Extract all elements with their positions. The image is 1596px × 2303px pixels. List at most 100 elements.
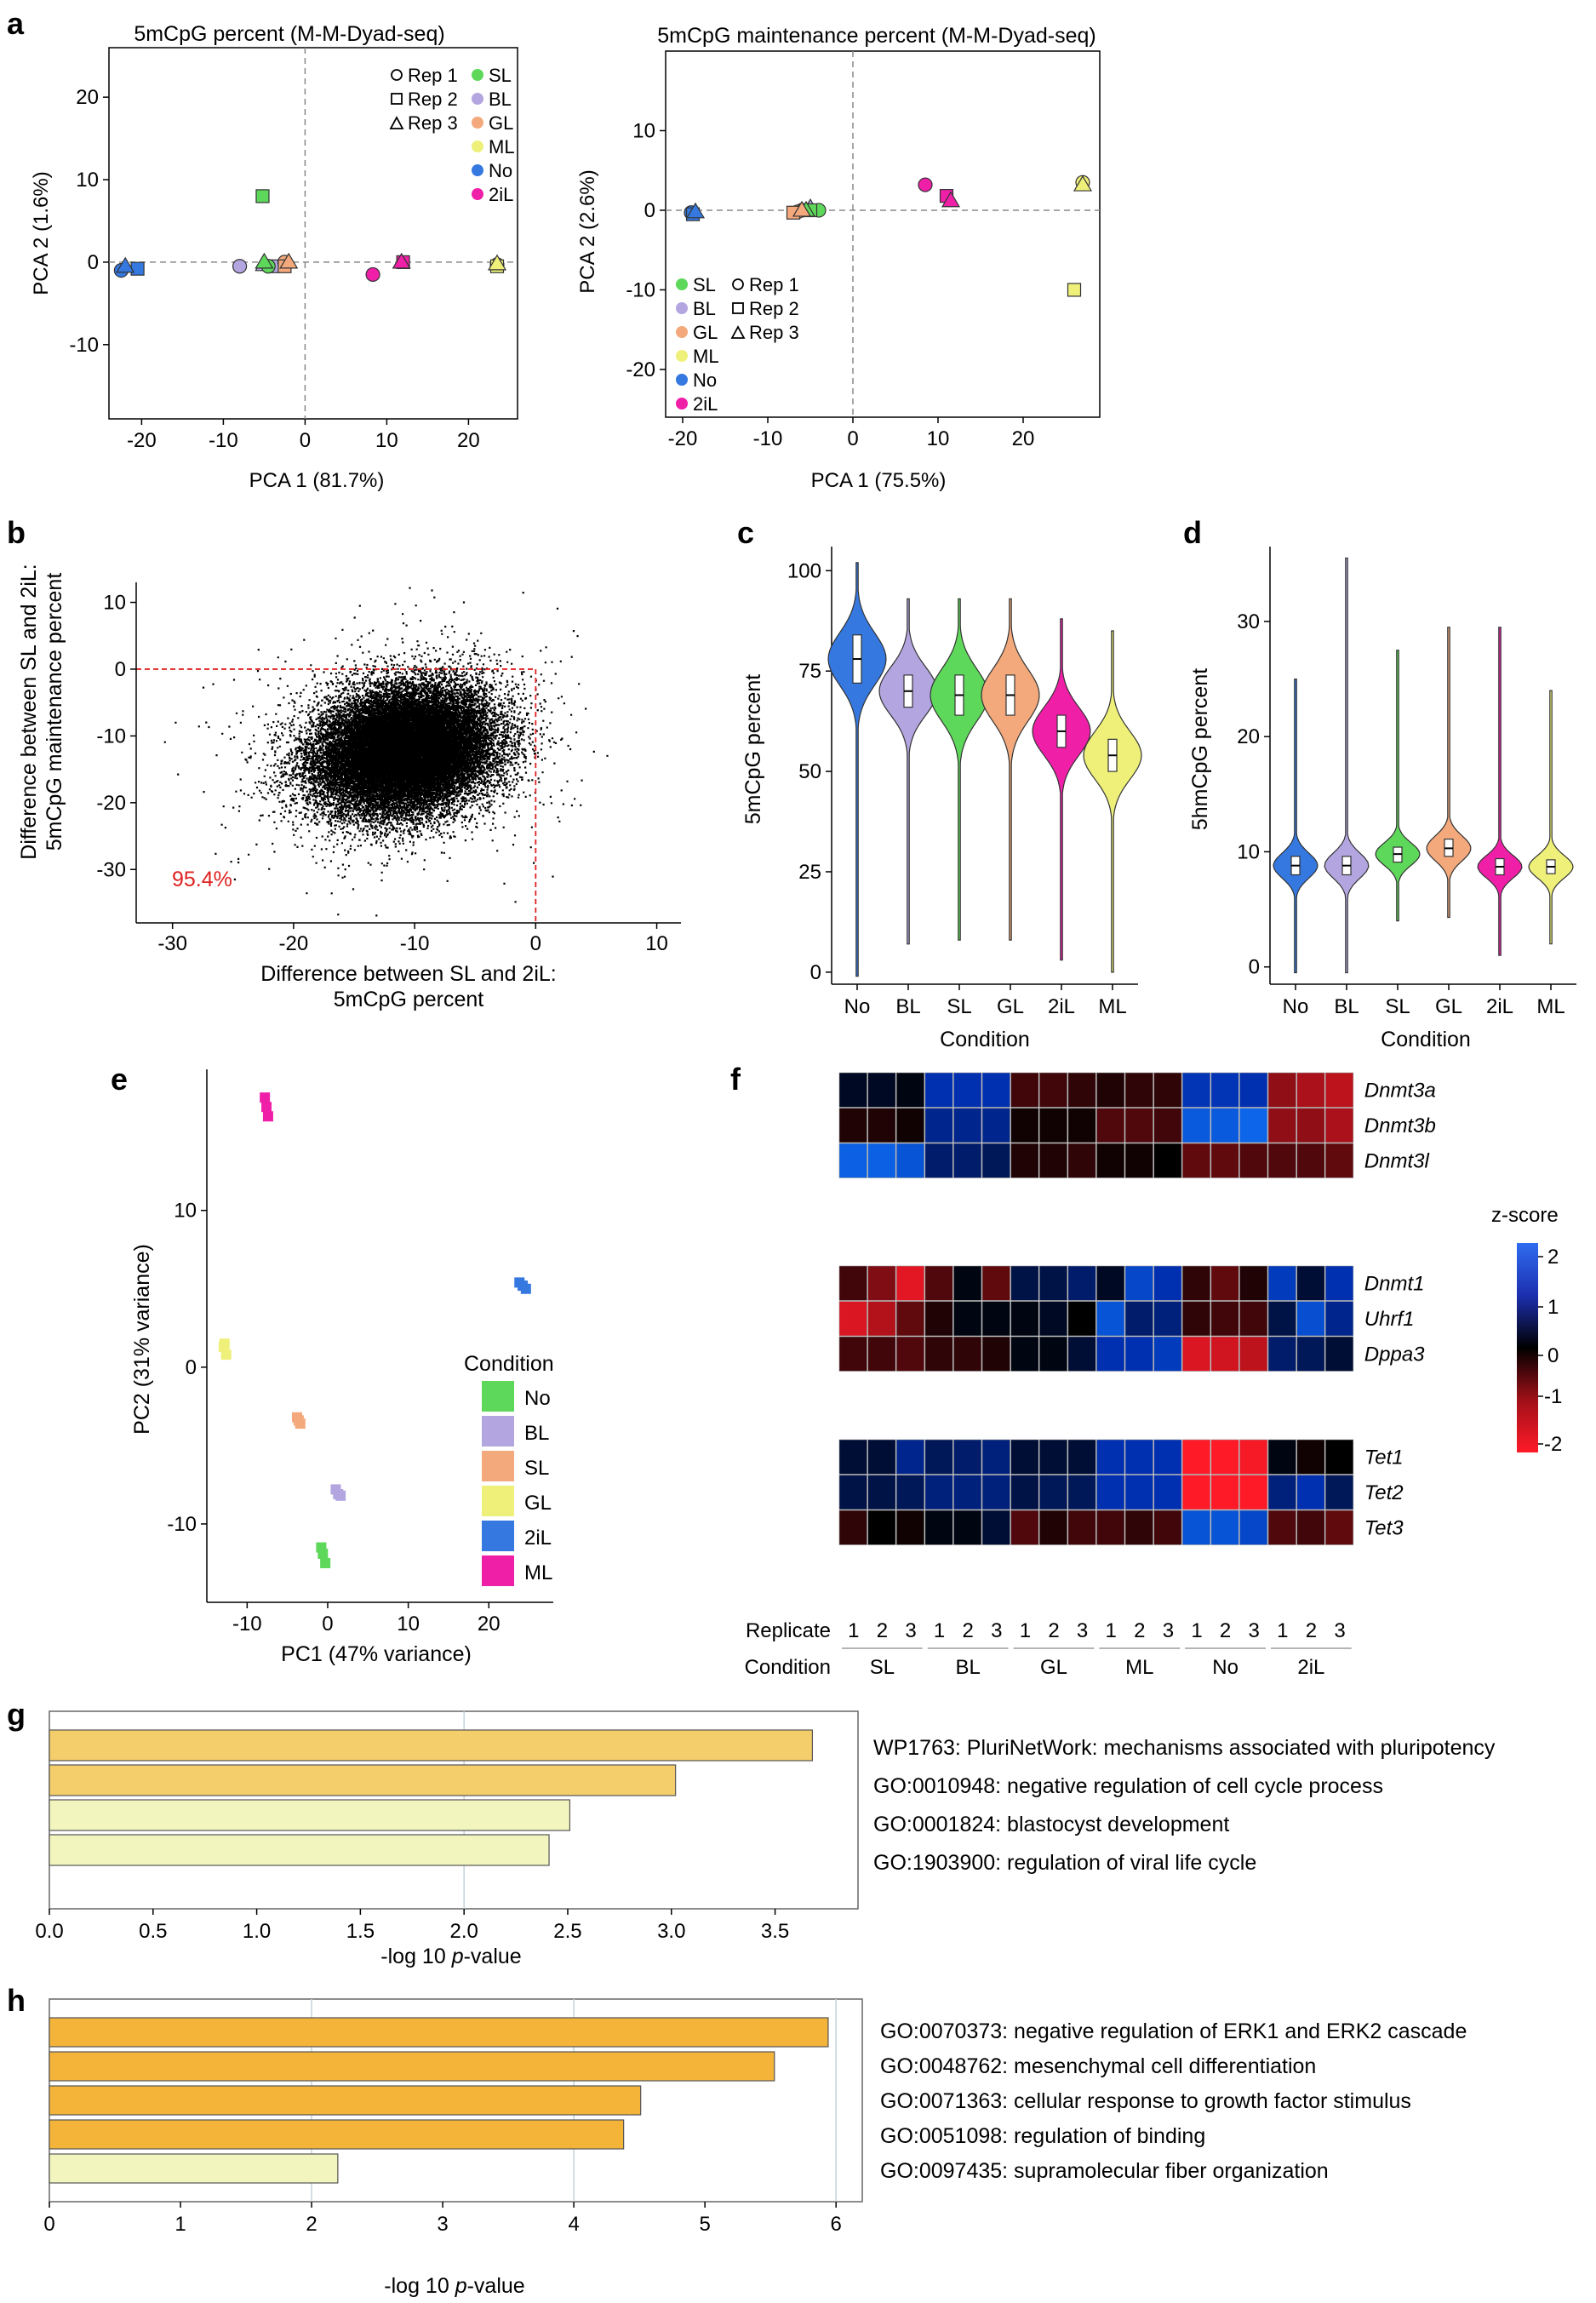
heatmap-cell [838, 1265, 867, 1301]
heatmap-cell [1267, 1475, 1296, 1510]
panel-g-enrichment-bars: g 0.0 0.5 1.0 1.5 2.0 2.5 3.0 3.5 WP1763: PluriN… [7, 1697, 1496, 1968]
heatmap-cell [1096, 1475, 1125, 1510]
heatmap-cell [838, 1143, 867, 1178]
legend-sl-dot [472, 69, 483, 81]
condition-label-2iL: 2iL [1297, 1656, 1324, 1679]
x-tick-label: -20 [668, 427, 698, 450]
panel-label-c: c [737, 515, 754, 550]
condition-label-BL: BL [956, 1656, 981, 1679]
heatmap-cell [1124, 1475, 1153, 1510]
heatmap-cell [953, 1072, 982, 1108]
heatmap-cell [1239, 1475, 1268, 1510]
heatmap-cell [924, 1439, 953, 1475]
heatmap-cell [1153, 1301, 1182, 1337]
heatmap-cell [1153, 1143, 1182, 1178]
heatmap-cell [1153, 1336, 1182, 1372]
plot-area: -30 -20 -10 0 10 10 0 -10 -20 -30 [96, 582, 681, 955]
heatmap-cell [1038, 1143, 1068, 1178]
legend-gl-dot [676, 326, 688, 338]
replicate-label: 3 [905, 1619, 916, 1642]
violin-GL [1426, 627, 1472, 919]
data-point-GL [295, 1418, 306, 1429]
legend-sl-label: SL [524, 1457, 549, 1480]
x-tick-label: 0 [530, 932, 541, 955]
plot-area: 100 75 50 25 0 No BL SL GL 2iL ML [787, 547, 1142, 1018]
heatmap-cell [1324, 1439, 1354, 1475]
heatmap-cell [1181, 1336, 1211, 1372]
violin-BL [878, 598, 938, 945]
heatmap-cell [1181, 1475, 1211, 1510]
legend-bl-label: BL [489, 89, 512, 110]
data-point-2iL-rep1 [365, 266, 380, 283]
colorbar: z-score 2 1 0 -1 -2 [1491, 1204, 1562, 1456]
data-point-SL [317, 1548, 329, 1559]
x-tick-label: 0 [847, 427, 858, 450]
y-tick-label: -10 [96, 725, 126, 748]
gene-label-Dppa3: Dppa3 [1364, 1343, 1425, 1366]
panel-a-right-pca: 5mCpG maintenance percent (M-M-Dyad-seq)… [576, 24, 1101, 492]
heatmap-cell [895, 1143, 925, 1178]
heatmap-area: Dnmt3a Dnmt3b Dnmt3l Dnmt1 Uhrf1 Dppa3 Tet1 Tet… [838, 1072, 1436, 1679]
heatmap-cell [1267, 1265, 1296, 1301]
heatmap-cell [1267, 1108, 1296, 1143]
legend-ml-label: ML [524, 1561, 552, 1584]
replicate-label: 1 [934, 1619, 945, 1642]
heatmap-cell [867, 1510, 896, 1545]
heatmap-cell [1038, 1108, 1068, 1143]
legend-2il-dot [676, 398, 688, 410]
heatmap-cell [981, 1143, 1010, 1178]
colorbar-tick-label: -2 [1544, 1433, 1562, 1456]
heatmap-cell [1324, 1108, 1354, 1143]
heatmap-cell [1239, 1143, 1268, 1178]
colorbar-tick-label: 1 [1547, 1296, 1559, 1319]
x-axis-label: -log 10 p-value [384, 2274, 524, 2298]
x-tick-label: 6 [831, 2213, 842, 2236]
legend-bl-dot [472, 93, 483, 105]
heatmap-cell [1239, 1510, 1268, 1545]
condition-label-SL: SL [870, 1656, 895, 1679]
panel-a-left-pca: a 5mCpG percent (M-M-Dyad-seq) -20 -10 0 10… [7, 6, 518, 492]
legend-no-label: No [524, 1387, 551, 1410]
bar [49, 2051, 775, 2082]
legend-sl-label: SL [489, 65, 512, 86]
heatmap-cell [953, 1143, 982, 1178]
heatmap-cell [924, 1510, 953, 1545]
x-axis-label: Condition [1381, 1028, 1471, 1051]
legend: SL BL GL ML No 2iL Rep 1 Rep 2 Rep 3 [676, 274, 799, 415]
heatmap-cell [838, 1301, 867, 1337]
x-tick-label: 0.0 [35, 1920, 63, 1943]
heatmap-cell [1124, 1336, 1153, 1372]
heatmap-cell [924, 1336, 953, 1372]
heatmap-cell [1038, 1336, 1068, 1372]
x-tick-label: -10 [232, 1613, 262, 1636]
heatmap-cell [1267, 1301, 1296, 1337]
replicate-label: 2 [1134, 1619, 1145, 1642]
heatmap-cell [924, 1301, 953, 1337]
heatmap-cell [1124, 1108, 1153, 1143]
heatmap-cell [953, 1510, 982, 1545]
heatmap-cell [1038, 1475, 1068, 1510]
heatmap-cell [895, 1439, 925, 1475]
heatmap-cell [924, 1475, 953, 1510]
heatmap-cell [1239, 1108, 1268, 1143]
heatmap-cell [838, 1510, 867, 1545]
category-label: GO:1903900: regulation of viral life cyc… [873, 1851, 1256, 1875]
y-tick-label: 10 [76, 169, 99, 192]
heatmap-cell [838, 1108, 867, 1143]
replicate-row-label: Replicate [746, 1619, 831, 1642]
heatmap-cell [1267, 1336, 1296, 1372]
heatmap-cell [1239, 1301, 1268, 1337]
heatmap-cell [1296, 1301, 1325, 1337]
heatmap-cell [1067, 1265, 1096, 1301]
data-point-ML [218, 1341, 229, 1352]
x-tick-label: 0 [300, 429, 311, 452]
panel-f-heatmap: f Dnmt3a Dnmt3b Dnmt3l Dnmt1 Uhrf1 Dppa3 Tet1 T… [730, 1062, 1562, 1679]
legend-gl-label: GL [693, 322, 718, 343]
violin-BL [1324, 557, 1370, 974]
data-point-ML-rep3 [487, 254, 507, 271]
panel-label-g: g [7, 1697, 26, 1732]
heatmap-cell [1067, 1301, 1096, 1337]
gene-label-Tet2: Tet2 [1364, 1481, 1404, 1504]
x-tick-label: SL [947, 995, 971, 1018]
data-point-ML [220, 1349, 232, 1361]
